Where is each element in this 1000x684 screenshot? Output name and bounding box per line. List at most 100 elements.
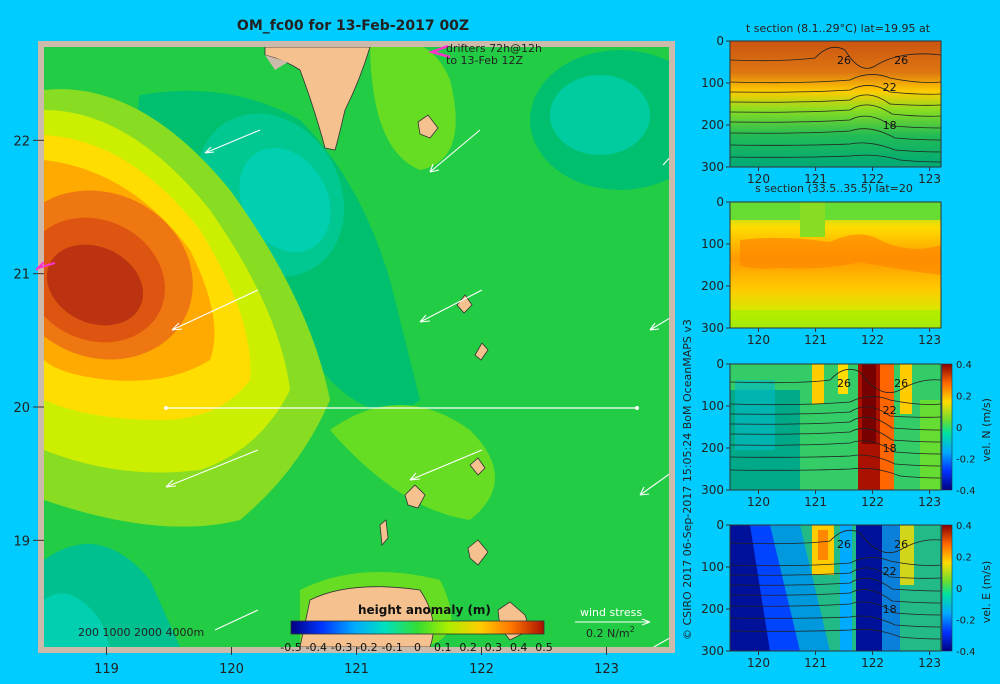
- map-x-tick-label: 121: [344, 662, 369, 677]
- section-x-tick-label: 123: [918, 495, 941, 509]
- section-y-tick-label: 0: [716, 195, 724, 209]
- vel-n-section-y-ticks: 0 100 200 300: [701, 357, 730, 497]
- t-section-title: t section (8.1..29°C) lat=19.95 at: [746, 22, 931, 35]
- height-colorbar-tick-label: -0.2: [356, 641, 377, 654]
- section-contour-label: 22: [883, 565, 897, 578]
- section-x-tick-label: 120: [747, 333, 770, 347]
- section-y-tick-label: 100: [701, 237, 724, 251]
- vel-n-section-contours: [730, 368, 941, 479]
- vel-e-section-detail: [730, 525, 914, 651]
- s-section-y-ticks: 0 100 200 300: [701, 195, 730, 335]
- t-section-contours: [730, 46, 941, 163]
- section-y-tick-label: 300: [701, 160, 724, 174]
- height-colorbar-tick-label: 0.4: [510, 641, 528, 654]
- section-y-tick-label: 0: [716, 34, 724, 48]
- section-x-tick-label: 123: [918, 333, 941, 347]
- vel-e-colorbar-ticks: 0.4 0.2 0 -0.2 -0.4: [956, 521, 976, 658]
- section-x-tick-label: 123: [918, 172, 941, 186]
- vel-e-section-contour-labels: 26 26 22 18: [837, 538, 908, 616]
- section-x-tick-label: 120: [747, 656, 770, 670]
- section-contour-label: 26: [837, 538, 851, 551]
- map-y-tick-label: 21: [13, 268, 30, 283]
- section-y-tick-label: 200: [701, 602, 724, 616]
- section-y-tick-label: 200: [701, 279, 724, 293]
- section-y-tick-label: 0: [716, 518, 724, 532]
- vel-n-section-x-ticks: 120 121 122 123: [747, 490, 941, 509]
- section-y-tick-label: 100: [701, 76, 724, 90]
- vel-colorbar-tick-label: 0.4: [956, 360, 972, 371]
- map-y-ticks: 22 21 20 19: [13, 134, 44, 549]
- vel-colorbar-tick-label: -0.2: [956, 455, 976, 466]
- section-y-tick-label: 100: [701, 560, 724, 574]
- vel-n-section-detail: [730, 364, 940, 490]
- height-colorbar-ticks: -0.5 -0.4 -0.3 -0.2 -0.1 0 0.1 0.2 0.3 0.4 0.5: [280, 641, 552, 654]
- vel-n-section-contour-labels: 26 26 22 18: [837, 377, 908, 455]
- drifter-track: [35, 261, 56, 271]
- section-contour-label: 26: [894, 54, 908, 67]
- s-section-title: s section (33.5..35.5) lat=20: [755, 182, 913, 195]
- section-y-tick-label: 0: [716, 357, 724, 371]
- vel-n-colorbar: [941, 363, 953, 491]
- map-x-tick-label: 123: [594, 662, 619, 677]
- section-contour-label: 26: [837, 377, 851, 390]
- section-y-tick-label: 100: [701, 399, 724, 413]
- section-y-tick-label: 200: [701, 441, 724, 455]
- map-x-tick-label: 120: [219, 662, 244, 677]
- section-x-tick-label: 121: [804, 656, 827, 670]
- vel-n-colorbar-label: vel. N (m/s): [980, 398, 993, 462]
- vel-n-section-panel: 26 26 22 18 0.4 0.2 0 -0.2 -0.4 vel. N (m/s) 12…: [701, 357, 993, 509]
- wind-stress-title: wind stress: [580, 606, 642, 619]
- section-end-marker: [635, 406, 639, 410]
- height-colorbar-tick-label: 0.3: [485, 641, 503, 654]
- map-x-ticks: 119 120 121 122 123: [94, 647, 619, 677]
- height-colorbar-tick-label: -0.1: [381, 641, 402, 654]
- section-contour-label: 26: [894, 377, 908, 390]
- section-y-tick-label: 200: [701, 118, 724, 132]
- map-x-tick-label: 122: [469, 662, 494, 677]
- map-title: OM_fc00 for 13-Feb-2017 00Z: [237, 18, 469, 34]
- vel-colorbar-tick-label: 0.4: [956, 521, 972, 532]
- section-contour-label: 22: [883, 81, 897, 94]
- section-start-marker: [164, 406, 168, 410]
- t-section-x-ticks: 120 121 122 123: [747, 167, 941, 186]
- vel-colorbar-tick-label: 0: [956, 423, 962, 434]
- height-colorbar-tick-label: 0.2: [459, 641, 477, 654]
- height-colorbar-title: height anomaly (m): [358, 603, 491, 617]
- height-colorbar-tick-label: 0: [414, 641, 421, 654]
- section-contour-label: 18: [883, 119, 897, 132]
- vel-e-section-panel: 26 26 22 18 0.4 0.2 0 -0.2 -0.4 vel. E (m/s) 12…: [701, 518, 993, 670]
- vel-colorbar-tick-label: -0.2: [956, 616, 976, 627]
- vel-n-colorbar-ticks: 0.4 0.2 0 -0.2 -0.4: [956, 360, 976, 497]
- wind-stress-value: 0.2 N/m2: [586, 625, 635, 640]
- vel-colorbar-tick-label: 0: [956, 584, 962, 595]
- height-colorbar-tick-label: -0.5: [280, 641, 301, 654]
- s-section-detail: [730, 202, 941, 328]
- height-colorbar-tick-label: 0.5: [535, 641, 553, 654]
- vel-e-section-contours: [730, 529, 941, 640]
- vel-e-section-x-ticks: 120 121 122 123: [747, 651, 941, 670]
- section-contour-label: 26: [894, 538, 908, 551]
- section-x-tick-label: 123: [918, 656, 941, 670]
- t-section-y-ticks: 0 100 200 300: [701, 34, 730, 174]
- map-y-tick-label: 20: [13, 401, 30, 416]
- wind-arrows: [165, 129, 669, 647]
- drifter-legend-mark: [427, 44, 451, 59]
- section-x-tick-label: 120: [747, 495, 770, 509]
- height-colorbar: [290, 620, 545, 635]
- map-field: [44, 47, 669, 647]
- section-y-tick-label: 300: [701, 483, 724, 497]
- vel-e-colorbar: [941, 524, 953, 652]
- drifters-label-line2: to 13-Feb 12Z: [446, 54, 523, 67]
- t-section-contour-labels: 26 26 22 18: [837, 54, 908, 132]
- map-y-tick-label: 19: [13, 534, 30, 549]
- height-colorbar-tick-label: -0.3: [331, 641, 352, 654]
- section-x-tick-label: 120: [747, 172, 770, 186]
- map-x-tick-label: 119: [94, 662, 119, 677]
- map-y-tick-label: 22: [13, 134, 30, 149]
- section-x-tick-label: 121: [804, 333, 827, 347]
- vel-colorbar-tick-label: -0.4: [956, 486, 976, 497]
- section-x-tick-label: 121: [804, 172, 827, 186]
- depth-contours-label: 200 1000 2000 4000m: [78, 626, 204, 639]
